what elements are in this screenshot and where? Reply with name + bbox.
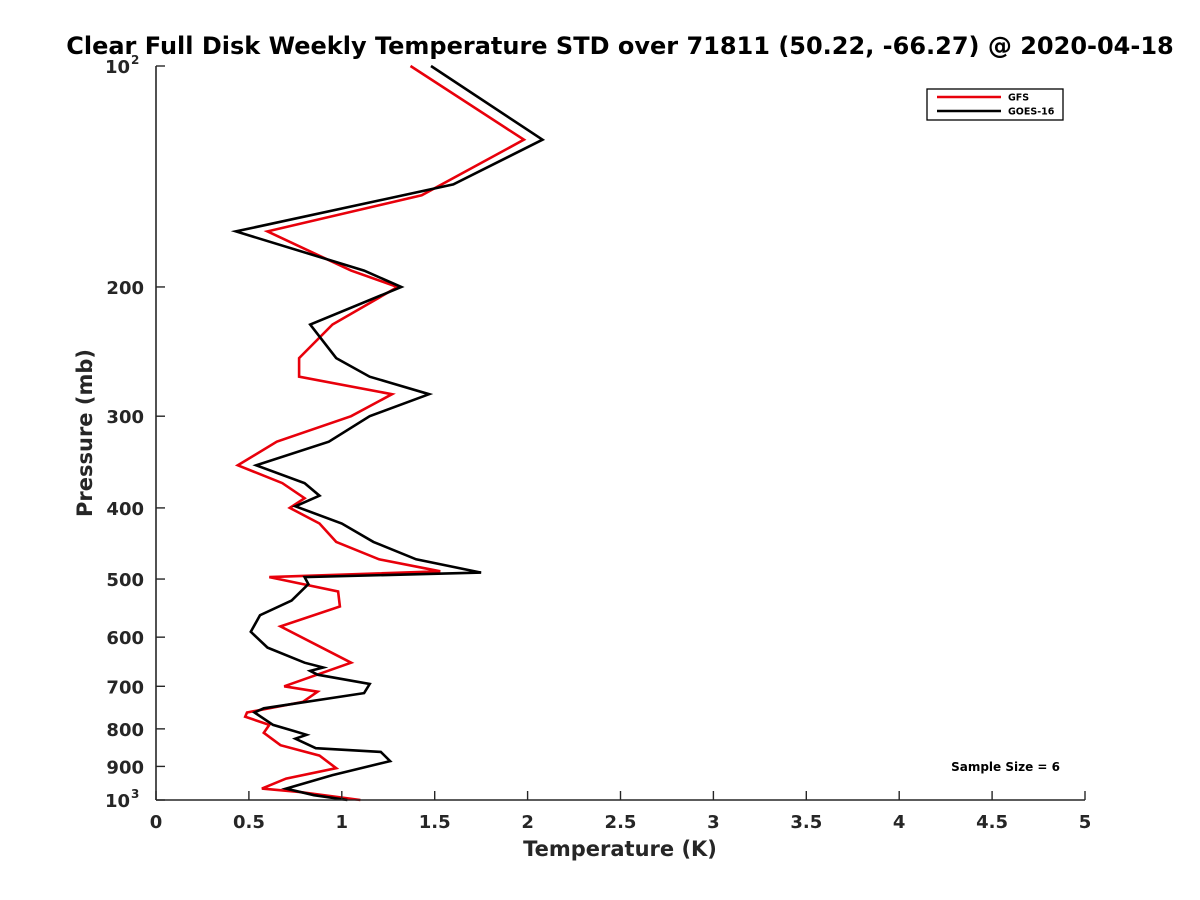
axes: 0 0.5 1 1.5 2 2.5 3 3.5 4 4.5 510 22003004005006007… (105, 53, 1091, 833)
x-tick-label: 1.5 (419, 812, 451, 833)
legend: GFS GOES-16 (926, 88, 1064, 121)
legend-box (926, 88, 1064, 121)
y-tick-label-power: 10 2 (105, 53, 139, 78)
plot-area (230, 64, 546, 802)
x-tick-label: 3.5 (790, 812, 822, 833)
x-tick-label: 5 (1079, 812, 1092, 833)
x-tick-label: 1 (336, 812, 349, 833)
x-axis-label: Temperature (K) (523, 837, 717, 861)
legend-label: GFS (1008, 93, 1029, 104)
y-tick-label: 500 (106, 570, 144, 591)
x-tick-label: 3 (707, 812, 720, 833)
y-tick-label-exponent: 3 (131, 787, 139, 801)
y-tick-label-exponent: 2 (131, 53, 139, 67)
y-axis-label: Pressure (mb) (73, 349, 97, 517)
y-tick-label-base: 10 (105, 57, 130, 78)
y-tick-label: 700 (106, 677, 144, 698)
chart-title: Clear Full Disk Weekly Temperature STD o… (66, 32, 1174, 60)
y-tick-label: 400 (106, 499, 144, 520)
x-tick-label: 2 (521, 812, 534, 833)
x-tick-label: 0.5 (233, 812, 265, 833)
y-tick-label-power: 10 3 (105, 787, 139, 812)
y-tick-label: 300 (106, 407, 144, 428)
x-tick-label: 4 (893, 812, 906, 833)
x-tick-label: 4.5 (976, 812, 1008, 833)
x-tick-label: 0 (150, 812, 163, 833)
series-line-goes-16 (230, 64, 546, 802)
y-tick-label: 900 (106, 757, 144, 778)
sample-size-annotation: Sample Size = 6 (951, 760, 1060, 774)
y-tick-label: 200 (106, 278, 144, 299)
y-tick-label: 800 (106, 720, 144, 741)
series-line-gfs (234, 64, 527, 802)
legend-label: GOES-16 (1008, 107, 1055, 118)
y-tick-label: 600 (106, 628, 144, 649)
x-tick-label: 2.5 (605, 812, 637, 833)
y-tick-label-base: 10 (105, 791, 130, 812)
